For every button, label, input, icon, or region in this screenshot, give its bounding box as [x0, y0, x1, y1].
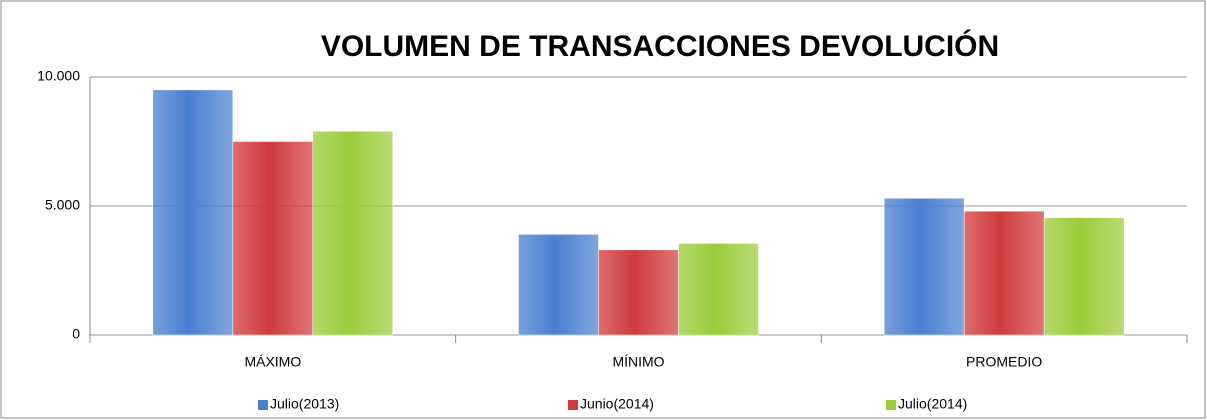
x-tick-label: MÍNIMO: [612, 354, 664, 370]
chart-title: VOLUMEN DE TRANSACCIONES DEVOLUCIÓN: [321, 29, 999, 63]
bar: [1043, 217, 1125, 336]
x-tick-label: MÁXIMO: [244, 354, 301, 370]
bar: [312, 130, 394, 336]
y-tick-label: 5.000: [45, 197, 80, 213]
bar: [678, 243, 759, 336]
bar: [883, 198, 965, 336]
bar: [232, 141, 314, 336]
bar: [598, 249, 679, 336]
legend-swatch: [568, 400, 578, 410]
legend-swatch: [258, 400, 268, 410]
legend-label: Julio(2014): [898, 396, 967, 412]
bar: [152, 89, 234, 336]
legend-swatch: [886, 400, 896, 410]
y-tick-label: 10.000: [37, 68, 80, 84]
bar: [963, 210, 1045, 336]
legend-label: Julio(2013): [270, 396, 339, 412]
legend-label: Junio(2014): [580, 396, 654, 412]
x-tick-label: PROMEDIO: [966, 354, 1042, 370]
y-tick-label: 0: [72, 326, 80, 342]
bar: [518, 234, 599, 336]
